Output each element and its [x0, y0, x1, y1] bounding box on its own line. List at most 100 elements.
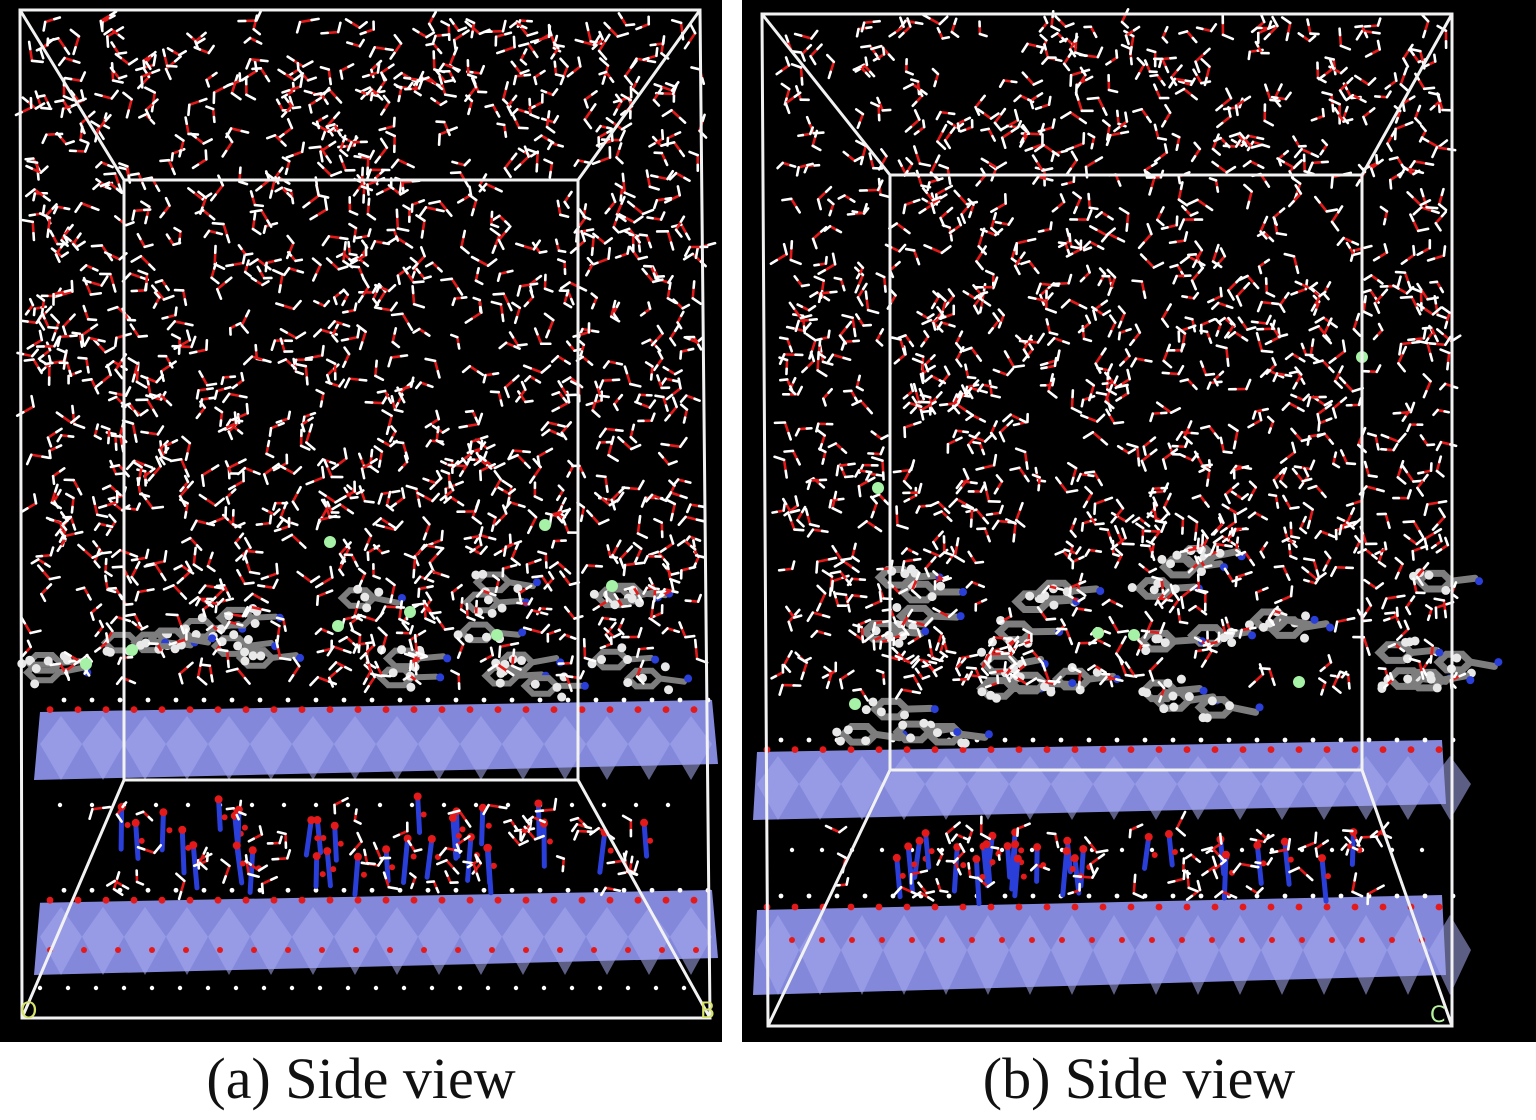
water-molecule	[1080, 413, 1106, 423]
water-molecule	[1317, 57, 1335, 81]
water-molecule	[450, 333, 461, 350]
water-molecule	[1426, 245, 1447, 262]
water-molecule	[319, 140, 337, 163]
water-molecule	[321, 235, 349, 247]
water-molecule	[967, 550, 985, 565]
water-molecule	[1096, 363, 1114, 372]
water-molecule	[852, 623, 865, 644]
water-molecule	[159, 196, 171, 219]
water-molecule	[140, 373, 164, 384]
surface-hydrogen-atom	[778, 893, 784, 899]
water-molecule	[496, 269, 514, 283]
water-molecule	[365, 654, 383, 678]
water-molecule	[657, 451, 678, 466]
water-molecule	[773, 455, 788, 479]
surface-oxygen-atom	[1211, 903, 1219, 911]
water-molecule	[178, 480, 194, 508]
water-molecule	[644, 493, 668, 503]
surface-hydrogen-atom	[313, 887, 319, 893]
water-molecule	[623, 585, 644, 603]
surface-hydrogen-atom	[257, 697, 263, 703]
surface-hydrogen-atom	[1170, 893, 1176, 899]
water-molecule	[1118, 348, 1131, 367]
water-molecule	[770, 663, 785, 680]
surface-hydrogen-atom	[649, 697, 655, 703]
water-molecule	[24, 297, 35, 316]
water-molecule	[1238, 626, 1257, 639]
water-molecule	[1232, 862, 1260, 874]
water-molecule	[251, 212, 262, 236]
surface-oxygen-atom	[903, 746, 911, 753]
water-molecule	[1333, 107, 1354, 123]
water-molecule	[1319, 654, 1333, 673]
surface-hydrogen-atom	[61, 697, 67, 703]
water-molecule	[1412, 577, 1426, 595]
water-molecule	[789, 239, 802, 266]
surface-oxygen-atom	[494, 896, 502, 904]
water-molecule	[1171, 438, 1190, 449]
water-molecule	[1322, 550, 1332, 572]
water-molecule	[621, 626, 643, 639]
water-molecule	[778, 336, 794, 353]
water-molecule	[427, 10, 437, 32]
surface-hydrogen-atom	[425, 887, 431, 893]
water-molecule	[1352, 312, 1362, 337]
water-molecule	[492, 292, 513, 312]
water-molecule	[374, 137, 389, 164]
water-molecule	[827, 442, 848, 455]
water-molecule	[904, 58, 914, 76]
water-molecule	[938, 392, 964, 407]
water-molecule	[1190, 266, 1205, 291]
water-molecule	[1185, 879, 1202, 901]
water-molecule	[1420, 13, 1430, 39]
water-molecule	[1211, 133, 1221, 156]
water-molecule	[950, 17, 960, 38]
water-molecule	[663, 185, 682, 204]
chloride-ion	[1092, 627, 1104, 639]
water-molecule	[440, 20, 451, 42]
water-molecule	[558, 633, 577, 641]
water-molecule	[456, 637, 465, 660]
water-molecule	[1402, 520, 1425, 539]
water-molecule	[979, 815, 991, 841]
water-molecule	[1434, 210, 1448, 232]
water-molecule	[498, 341, 521, 350]
water-molecule	[249, 208, 273, 228]
water-molecule	[955, 346, 965, 368]
water-molecule	[683, 22, 697, 50]
water-molecule	[392, 821, 409, 839]
water-molecule	[1143, 59, 1158, 74]
water-molecule	[855, 313, 873, 327]
water-molecule	[923, 374, 947, 385]
water-molecule	[52, 288, 73, 306]
surface-hydrogen-atom	[862, 893, 868, 899]
water-molecule	[1363, 17, 1382, 28]
water-molecule	[841, 313, 857, 338]
lattice-atom	[939, 937, 945, 943]
water-molecule	[550, 41, 560, 60]
surface-oxygen-atom	[46, 706, 54, 713]
water-molecule	[658, 587, 679, 597]
water-molecule	[414, 381, 434, 390]
water-molecule	[515, 239, 542, 251]
water-molecule	[1070, 389, 1083, 414]
water-molecule	[825, 353, 852, 365]
lattice-atom	[251, 947, 257, 953]
water-molecule	[902, 482, 923, 495]
water-molecule	[1302, 501, 1314, 530]
surface-hydrogen-atom	[1198, 737, 1204, 743]
water-molecule	[1269, 837, 1292, 855]
water-molecule	[781, 197, 801, 214]
water-molecule	[431, 424, 450, 434]
water-molecule	[953, 189, 979, 206]
water-molecule	[379, 605, 406, 618]
water-molecule	[1354, 74, 1377, 86]
water-molecule	[513, 145, 530, 171]
water-molecule	[1386, 129, 1397, 153]
water-molecule	[300, 416, 314, 433]
water-molecule	[169, 457, 190, 478]
water-molecule	[395, 624, 414, 635]
water-molecule	[338, 558, 346, 577]
water-molecule	[988, 379, 1002, 399]
water-molecule	[1420, 136, 1449, 149]
